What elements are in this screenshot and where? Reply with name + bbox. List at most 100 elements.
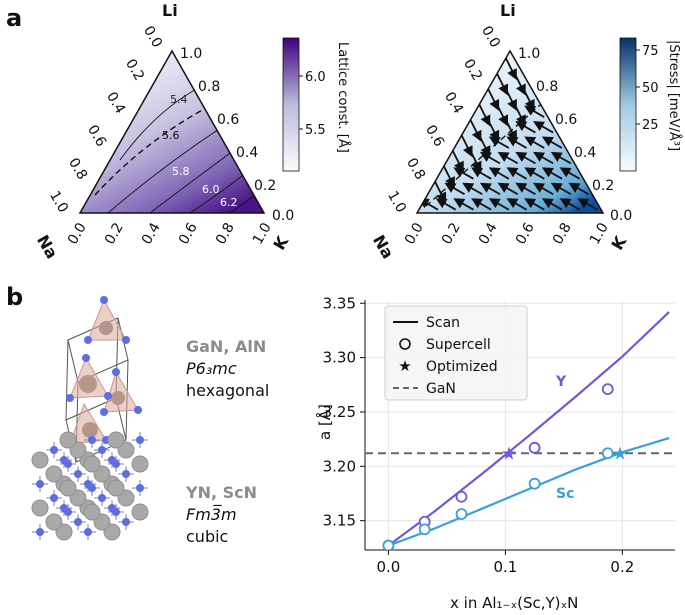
series-label-sc: Sc bbox=[556, 486, 574, 502]
stress-vector bbox=[533, 182, 554, 196]
vertex-label-li: Li bbox=[162, 1, 178, 20]
supercell-point-y bbox=[455, 490, 468, 503]
panel-letter-a: a bbox=[6, 4, 22, 32]
stress-vector bbox=[460, 134, 473, 158]
supercell-point-sc bbox=[382, 539, 395, 550]
stress-vector bbox=[568, 182, 590, 196]
atom bbox=[45, 465, 63, 483]
series-layer: ★ ★ bbox=[382, 311, 670, 550]
stress-vector bbox=[506, 198, 528, 211]
tick-label: 0.0 bbox=[272, 208, 294, 224]
stress-vector bbox=[550, 182, 572, 196]
legend: Scan Supercell ★ Optimized GaN bbox=[384, 305, 528, 401]
tick-label: 0.2 bbox=[102, 220, 127, 247]
structure-space-group-hexagonal: P6₃mc bbox=[186, 359, 237, 378]
right-edge-ticks: 1.0 0.8 0.6 0.4 0.2 0.0 bbox=[518, 46, 632, 224]
tick-label: 0.6 bbox=[513, 220, 538, 247]
stress-vector bbox=[533, 151, 554, 165]
stress-vector bbox=[442, 165, 455, 189]
vertex-label-k: K bbox=[269, 232, 292, 253]
tick-label: 0.8 bbox=[550, 220, 575, 247]
atom bbox=[122, 336, 130, 344]
stress-vector bbox=[471, 198, 492, 211]
lattice-vs-x-chart: 0.0 0.1 0.23.153.203.253.303.35 ★ ★ a [Å] x… bbox=[315, 294, 675, 612]
stress-vector bbox=[541, 198, 563, 211]
stress-vector bbox=[453, 198, 474, 211]
tick-label: 0.2 bbox=[254, 178, 276, 194]
colorbar-lattice bbox=[282, 37, 300, 172]
legend-scan-label: Scan bbox=[426, 315, 460, 331]
atom bbox=[74, 518, 82, 526]
stress-vector bbox=[524, 167, 545, 180]
tick-label: 1.0 bbox=[384, 188, 409, 215]
atom bbox=[59, 431, 77, 449]
stress-vector bbox=[451, 149, 464, 173]
atom bbox=[100, 408, 108, 416]
colorbar-tick-label: 6.0 bbox=[305, 70, 326, 85]
colorbar-tick-label: 25 bbox=[642, 118, 659, 133]
optimized-star-y: ★ bbox=[501, 443, 517, 464]
atom bbox=[88, 484, 96, 492]
tick-label: 0.6 bbox=[217, 112, 239, 128]
stress-vector bbox=[504, 57, 517, 81]
tick-label: 0.0 bbox=[140, 23, 165, 50]
tick-label: 0.0 bbox=[610, 208, 632, 224]
supercell-point-sc bbox=[601, 447, 614, 460]
structure-space-group-cubic: Fm3̅m bbox=[186, 505, 237, 524]
y-tick-label: 3.30 bbox=[323, 349, 356, 367]
bottom-edge-ticks: 0.0 0.2 0.4 0.6 0.8 1.0 bbox=[65, 220, 275, 247]
atom bbox=[82, 422, 98, 438]
tick-label: 0.6 bbox=[176, 220, 201, 247]
stress-vector bbox=[417, 198, 439, 211]
tick-label: 0.8 bbox=[403, 155, 428, 182]
atom bbox=[50, 446, 58, 454]
contour-label-5: 6.2 bbox=[220, 196, 238, 209]
scan-line-y bbox=[387, 311, 670, 547]
stress-vector bbox=[559, 167, 581, 180]
atom bbox=[112, 368, 120, 376]
tick-label: 0.2 bbox=[439, 220, 464, 247]
atom bbox=[112, 508, 120, 516]
ternary-lattice-triangle bbox=[78, 49, 266, 214]
atom bbox=[136, 436, 144, 444]
atom bbox=[98, 494, 106, 502]
stress-vector bbox=[550, 151, 572, 165]
stress-vector bbox=[559, 198, 581, 211]
tick-label: 1.0 bbox=[180, 46, 202, 62]
stress-vector bbox=[524, 198, 545, 211]
structure-names-hexagonal: GaN, AlN bbox=[186, 337, 266, 356]
vertex-label-na: Na bbox=[369, 232, 398, 262]
atom bbox=[99, 321, 113, 335]
optimized-star-sc: ★ bbox=[612, 443, 628, 464]
legend-box bbox=[384, 305, 528, 401]
legend-supercell-label: Supercell bbox=[426, 337, 491, 353]
y-tick-label: 3.25 bbox=[323, 403, 356, 421]
scan-line-sc bbox=[388, 436, 670, 547]
stress-vector bbox=[533, 121, 554, 134]
atom bbox=[64, 460, 72, 468]
tick-label: 0.2 bbox=[592, 178, 614, 194]
supercell-point-sc bbox=[528, 477, 541, 490]
atom bbox=[107, 431, 125, 449]
atom bbox=[136, 484, 144, 492]
stress-vector bbox=[433, 180, 446, 204]
tick-label: 0.4 bbox=[476, 220, 501, 247]
tick-label: 0.8 bbox=[536, 79, 558, 95]
tick-label: 0.6 bbox=[422, 122, 447, 149]
stress-vector bbox=[506, 167, 528, 180]
structure-names-cubic: YN, ScN bbox=[185, 483, 257, 502]
stress-vector bbox=[577, 198, 598, 211]
tick-label: 0.0 bbox=[402, 220, 427, 247]
atom bbox=[112, 460, 120, 468]
x-tick-label: 0.0 bbox=[376, 558, 400, 576]
tick-label: 0.4 bbox=[236, 145, 258, 161]
y-tick-label: 3.20 bbox=[323, 457, 356, 475]
hexagonal-structure-illustration bbox=[65, 296, 142, 463]
atom bbox=[83, 503, 101, 521]
stress-vector bbox=[478, 103, 491, 127]
contour-label-4: 6.0 bbox=[202, 183, 220, 196]
tick-label: 0.4 bbox=[103, 89, 128, 116]
atom bbox=[36, 480, 44, 488]
tick-label: 0.0 bbox=[65, 220, 90, 247]
